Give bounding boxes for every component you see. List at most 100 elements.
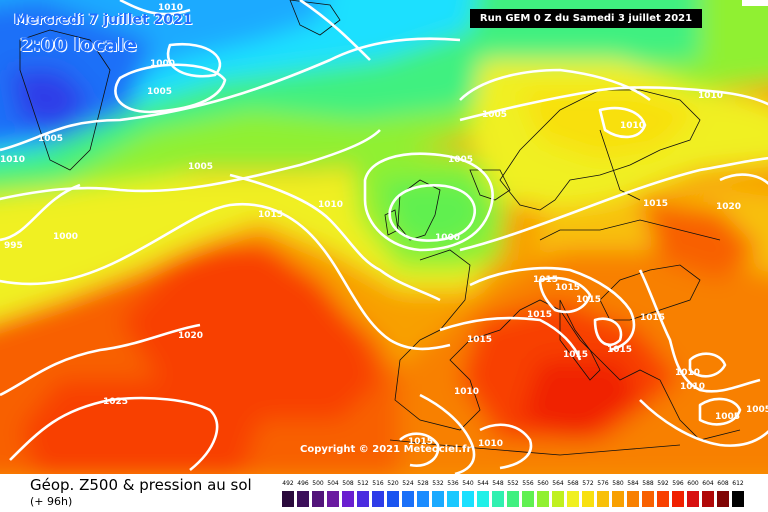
legend-swatch (612, 491, 624, 507)
isobar-label: 1015 (408, 437, 433, 447)
legend-value: 500 (312, 480, 324, 487)
legend-value: 568 (567, 480, 579, 487)
color-scale: 492 496 500 504 508 512 516 520 524 528 532 536 540 5… (282, 480, 752, 508)
legend-swatch (327, 491, 339, 507)
isobar-label: 995 (4, 241, 23, 251)
legend-swatch (477, 491, 489, 507)
legend-swatch (672, 491, 684, 507)
isobar-label: 1015 (555, 283, 580, 293)
legend-swatch (687, 491, 699, 507)
legend-value: 592 (657, 480, 669, 487)
legend-swatch (537, 491, 549, 507)
forecast-lead: (+ 96h) (30, 495, 73, 508)
isobar-label: 1005 (448, 155, 473, 165)
legend-value: 540 (462, 480, 474, 487)
isobar-label: 1020 (178, 331, 203, 341)
isobar-labels: 1010 1000 1005 1005 1010 1005 1000 1015 … (0, 3, 768, 449)
legend-value: 532 (432, 480, 444, 487)
isobar-label: 1015 (576, 295, 601, 305)
model-run-label: Run GEM 0 Z du Samedi 3 juillet 2021 (470, 9, 702, 28)
isobar-label: 1010 (620, 121, 645, 131)
isobar-label: 1010 (454, 387, 479, 397)
legend-swatch (732, 491, 744, 507)
legend-swatch (357, 491, 369, 507)
legend-value: 588 (642, 480, 654, 487)
isobar-label: 1005 (147, 87, 172, 97)
forecast-time: 2:00 locale (20, 34, 137, 56)
isobar-label: 1015 (527, 310, 552, 320)
isobar-label: 1015 (563, 350, 588, 360)
isobar-label: 1015 (258, 210, 283, 220)
copyright-text: Copyright © 2021 Meteociel.fr (300, 444, 472, 455)
legend-value: 572 (582, 480, 594, 487)
legend-swatch (627, 491, 639, 507)
legend-swatch (387, 491, 399, 507)
legend-value: 584 (627, 480, 639, 487)
isobar-label: 1000 (150, 59, 175, 69)
legend-swatch (567, 491, 579, 507)
isobar-label: 1000 (435, 233, 460, 243)
isobar-label: 1005 (188, 162, 213, 172)
forecast-date: Mercredi 7 juillet 2021 (14, 12, 193, 28)
isobars (0, 0, 768, 474)
legend-swatch (417, 491, 429, 507)
legend-footer: Géop. Z500 & pression au sol (+ 96h) 492… (0, 474, 768, 512)
legend-value: 556 (522, 480, 534, 487)
legend-value: 524 (402, 480, 414, 487)
legend-value: 560 (537, 480, 549, 487)
legend-value: 604 (702, 480, 714, 487)
legend-swatch (402, 491, 414, 507)
isobar-label: 1010 (0, 155, 25, 165)
isobar-label: 1015 (467, 335, 492, 345)
isobar-label: 1005 (715, 412, 740, 422)
legend-value: 612 (732, 480, 744, 487)
isobar-label: 1005 (482, 110, 507, 120)
isobar-label: 1025 (103, 397, 128, 407)
isobar-label: 1005 (38, 134, 63, 144)
legend-value: 528 (417, 480, 429, 487)
legend-swatch (312, 491, 324, 507)
legend-swatch (657, 491, 669, 507)
isobar-label: 1010 (478, 439, 503, 449)
legend-swatch (642, 491, 654, 507)
legend-value: 552 (507, 480, 519, 487)
legend-swatch (372, 491, 384, 507)
legend-swatch (282, 491, 294, 507)
map-canvas: 1010 1000 1005 1005 1010 1005 1000 1015 … (0, 0, 768, 474)
isobar-label: 1005 (746, 405, 768, 415)
isobar-label: 1015 (640, 313, 665, 323)
map-title: Géop. Z500 & pression au sol (30, 476, 252, 494)
isobar-label: 1015 (533, 275, 558, 285)
legend-value: 544 (477, 480, 489, 487)
legend-swatch (717, 491, 729, 507)
isobar-label: 1000 (53, 232, 78, 242)
legend-swatch (597, 491, 609, 507)
corner-box (742, 0, 768, 6)
legend-value: 504 (327, 480, 339, 487)
legend-value: 516 (372, 480, 384, 487)
legend-value: 508 (342, 480, 354, 487)
legend-value: 596 (672, 480, 684, 487)
legend-value: 536 (447, 480, 459, 487)
isobar-label: 1010 (698, 91, 723, 101)
legend-value: 580 (612, 480, 624, 487)
legend-value: 608 (717, 480, 729, 487)
legend-swatch (492, 491, 504, 507)
legend-swatch (552, 491, 564, 507)
legend-value: 564 (552, 480, 564, 487)
isobar-label: 1015 (607, 345, 632, 355)
legend-value: 576 (597, 480, 609, 487)
isobar-label: 1015 (643, 199, 668, 209)
legend-swatch (447, 491, 459, 507)
legend-value: 492 (282, 480, 294, 487)
legend-value: 512 (357, 480, 369, 487)
legend-value: 600 (687, 480, 699, 487)
legend-swatch (522, 491, 534, 507)
legend-value: 548 (492, 480, 504, 487)
isobar-label: 1020 (716, 202, 741, 212)
legend-swatch (297, 491, 309, 507)
isobar-label: 1010 (318, 200, 343, 210)
legend-swatch (702, 491, 714, 507)
legend-value: 496 (297, 480, 309, 487)
legend-swatch (507, 491, 519, 507)
